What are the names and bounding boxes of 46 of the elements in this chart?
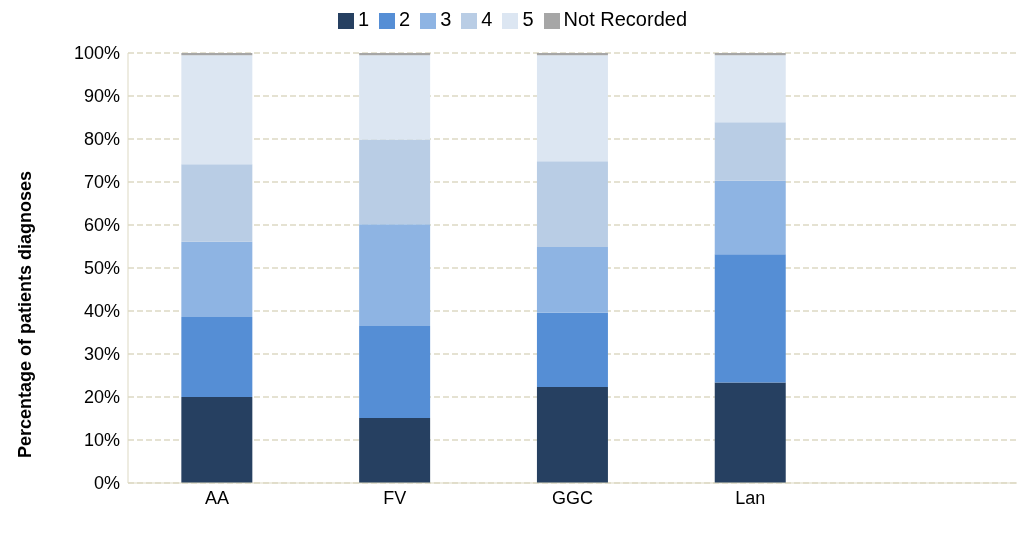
bar [181,241,253,318]
bar [714,382,786,483]
y-tick-label: 70% [83,172,120,193]
legend-label: 5 [522,8,534,30]
y-tick-label: 30% [83,344,120,365]
y-tick-label: 60% [83,215,120,236]
bar [536,246,608,313]
bar [536,387,608,483]
bar [536,55,608,162]
legend-label: 1 [357,8,370,30]
x-tick-label: AA [204,487,229,508]
legend-label: 2 [399,8,411,30]
bar [714,53,786,56]
bar [181,164,253,242]
bar [181,55,253,165]
x-tick-label: Lan [735,487,766,508]
bar [181,53,253,56]
y-tick-label: 20% [83,387,120,408]
y-axis-title: Percentage of patients diagnoses [15,170,36,458]
bar [359,224,431,327]
legend-label: 3 [440,8,452,30]
bar [714,55,786,123]
bar [359,326,431,419]
legend-label: Not Recorded [563,8,688,30]
x-tick-label: GGC [551,487,594,508]
bar [359,139,431,225]
bar [536,312,608,388]
y-tick-label: 80% [83,129,120,150]
y-tick-label: 40% [83,301,120,322]
legend-label: 4 [481,8,493,30]
y-tick-label: 10% [83,430,120,451]
y-tick-label: 90% [83,86,120,107]
bar [714,254,786,383]
bar [536,161,608,247]
bar [714,122,786,181]
y-tick-label: 0% [93,473,120,494]
bar [181,317,253,397]
y-tick-label: 100% [73,43,120,64]
bar [359,53,431,56]
x-tick-label: FV [383,487,407,508]
bar [714,180,786,255]
bar [181,397,253,483]
bar [536,53,608,56]
bar [359,55,431,140]
y-tick-label: 50% [83,258,120,279]
bar [359,418,431,483]
